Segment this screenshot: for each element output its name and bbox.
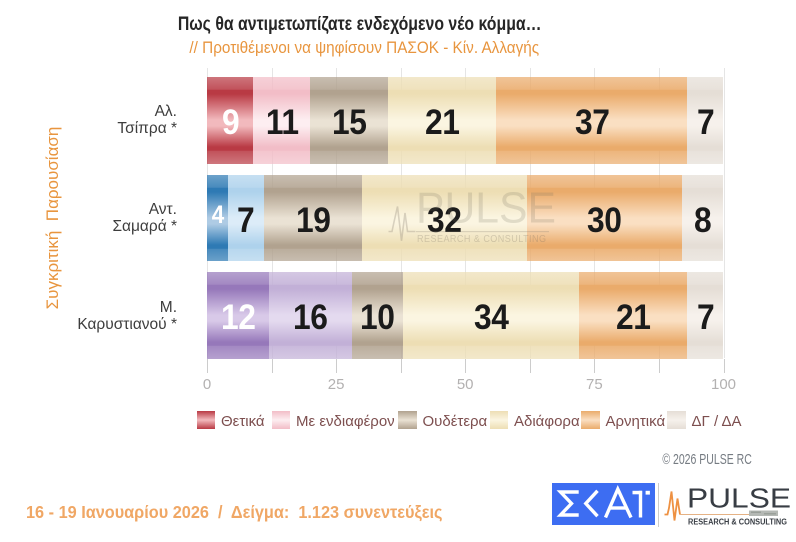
svg-text:PULSE: PULSE bbox=[416, 186, 556, 232]
svg-text:RESEARCH & CONSULTING: RESEARCH & CONSULTING bbox=[417, 234, 547, 245]
svg-text:RESEARCH & CONSULTING: RESEARCH & CONSULTING bbox=[688, 517, 787, 526]
svg-text:PULSE: PULSE bbox=[687, 482, 791, 513]
